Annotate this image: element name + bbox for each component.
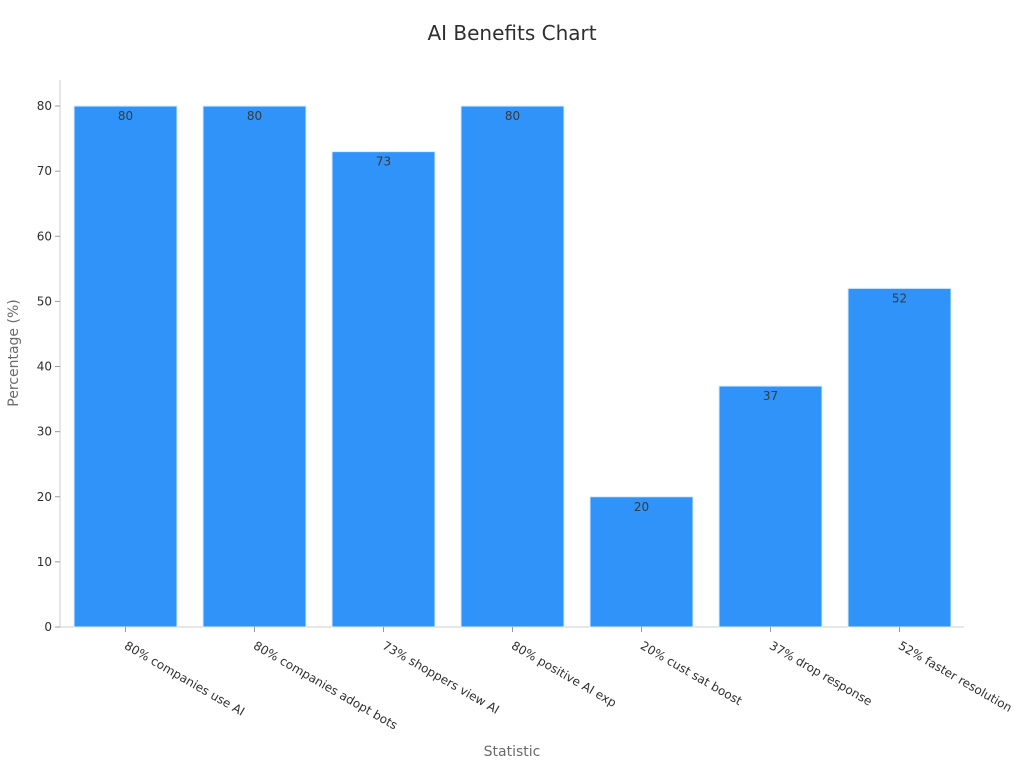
- bar: [460, 105, 565, 628]
- x-tick-label: 37% drop response: [767, 638, 875, 708]
- x-tick-label: 80% companies adopt bots: [251, 638, 400, 732]
- x-axis-ticks: 80% companies use AI 80% companies adopt …: [122, 627, 1014, 733]
- bar-value-label: 37: [763, 389, 778, 403]
- y-axis-ticks: 0 10 20 30 40 50 60 70 80: [37, 99, 60, 634]
- y-tick-label: 20: [37, 490, 52, 504]
- bar: [202, 105, 307, 628]
- x-tick-label: 80% companies use AI: [122, 638, 247, 718]
- bar-value-label: 52: [892, 291, 907, 305]
- bar: [718, 385, 823, 628]
- x-axis-label: Statistic: [484, 744, 541, 760]
- y-axis-label: Percentage (%): [6, 299, 22, 406]
- y-tick-label: 50: [37, 294, 52, 308]
- y-tick-label: 70: [37, 164, 52, 178]
- bar: [331, 151, 436, 628]
- bar-value-label: 20: [634, 500, 649, 514]
- x-tick-label: 73% shoppers view AI: [380, 638, 502, 716]
- bars-group: 80 80 73 80 20 37 52: [73, 105, 952, 628]
- y-tick-label: 0: [44, 620, 52, 634]
- chart-title: AI Benefits Chart: [427, 21, 596, 45]
- x-tick-label: 20% cust sat boost: [638, 638, 745, 708]
- y-tick-label: 80: [37, 99, 52, 113]
- bar: [589, 496, 694, 628]
- bar-value-label: 73: [376, 155, 391, 169]
- y-tick-label: 40: [37, 360, 52, 374]
- x-tick-label: 80% positive AI exp: [509, 638, 619, 710]
- y-tick-label: 60: [37, 229, 52, 243]
- bar: [73, 105, 178, 628]
- y-tick-label: 10: [37, 555, 52, 569]
- x-tick-label: 52% faster resolution: [896, 638, 1014, 714]
- bar-value-label: 80: [247, 109, 262, 123]
- bar: [847, 287, 952, 628]
- bar-value-label: 80: [505, 109, 520, 123]
- y-tick-label: 30: [37, 425, 52, 439]
- bar-value-label: 80: [118, 109, 133, 123]
